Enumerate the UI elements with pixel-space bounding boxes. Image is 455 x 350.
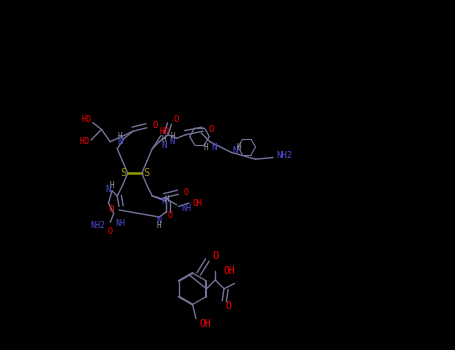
Text: S: S (121, 168, 126, 178)
Text: H: H (165, 195, 169, 204)
Text: N: N (170, 137, 175, 146)
Text: N: N (105, 184, 110, 194)
Text: OH: OH (224, 266, 236, 276)
Text: O: O (212, 251, 219, 261)
Text: O: O (152, 121, 157, 131)
Text: N: N (117, 137, 122, 146)
Text: S: S (143, 168, 149, 178)
Text: N: N (161, 141, 167, 150)
Text: NH2: NH2 (90, 221, 105, 230)
Text: H: H (236, 142, 241, 152)
Text: NH: NH (116, 219, 126, 229)
Text: H: H (157, 221, 162, 230)
Text: H: H (170, 132, 175, 141)
Text: H: H (109, 181, 114, 190)
Text: H: H (204, 142, 208, 152)
Text: N: N (233, 146, 238, 155)
Text: OH: OH (199, 319, 211, 329)
Text: HO: HO (81, 114, 91, 124)
Text: H: H (118, 132, 122, 141)
Text: HO: HO (159, 127, 169, 136)
Text: O: O (168, 211, 173, 220)
Text: OH: OH (192, 198, 202, 208)
Text: N: N (157, 216, 162, 225)
Text: N: N (212, 142, 217, 152)
Text: HO: HO (79, 137, 89, 146)
Text: O: O (184, 188, 189, 197)
Text: H: H (161, 135, 166, 145)
Text: O: O (108, 205, 114, 215)
Text: N: N (161, 197, 167, 206)
Text: O: O (173, 114, 179, 124)
Text: NH2: NH2 (277, 151, 293, 160)
Text: O: O (208, 125, 214, 134)
Text: NH: NH (181, 204, 191, 213)
Text: O: O (226, 301, 232, 311)
Text: O: O (108, 226, 113, 236)
